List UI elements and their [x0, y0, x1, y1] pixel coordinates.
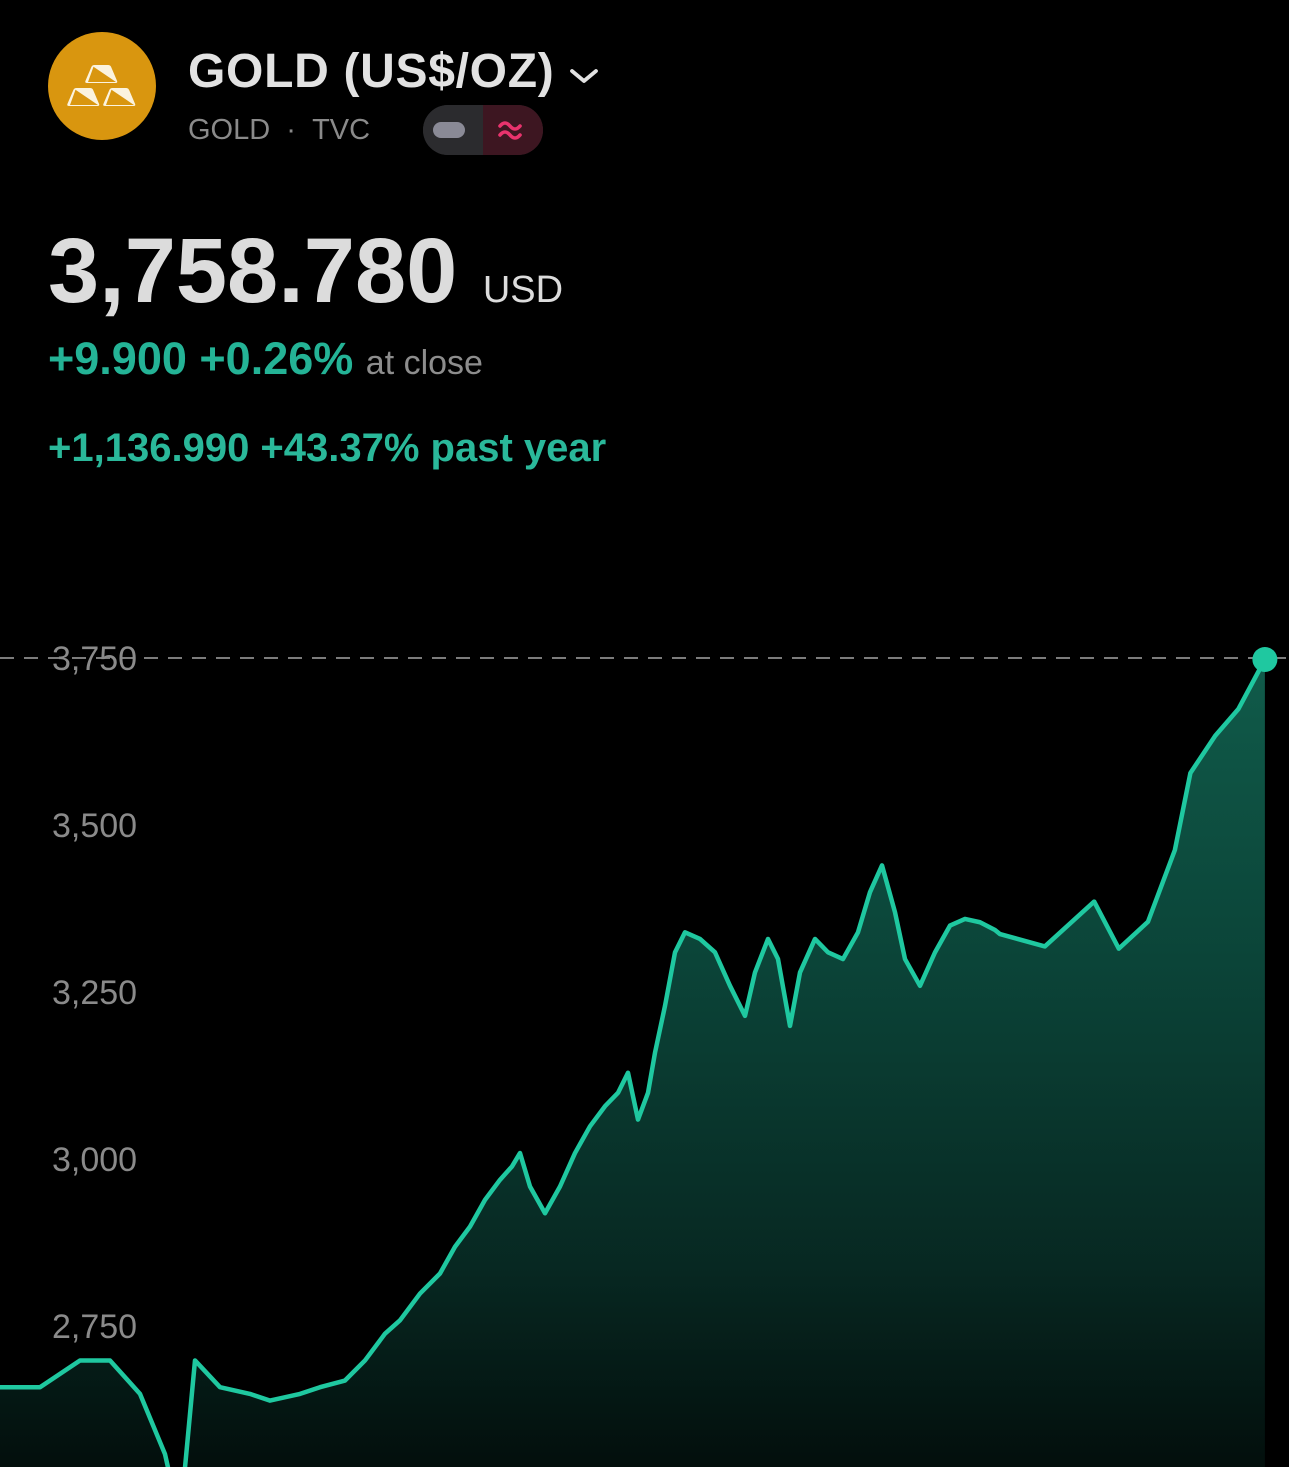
svg-text:3,000: 3,000	[52, 1141, 137, 1179]
svg-text:3,250: 3,250	[52, 974, 137, 1012]
svg-text:2,750: 2,750	[52, 1308, 137, 1346]
svg-text:3,500: 3,500	[52, 807, 137, 845]
svg-text:3,750: 3,750	[52, 640, 137, 678]
